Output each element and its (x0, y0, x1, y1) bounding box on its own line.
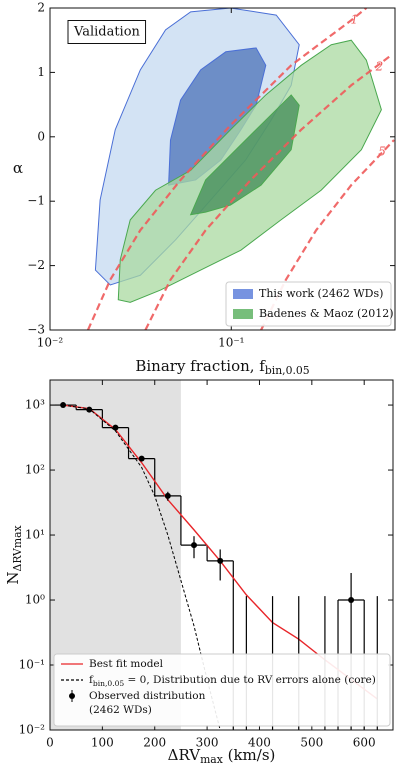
legend-label: Best fit model (89, 658, 164, 670)
legend-label: This work (2462 WDs) (259, 287, 383, 300)
y-tick-label: 10¹ (25, 528, 45, 542)
x-axis-label: Binary fraction, fbin,0.05 (135, 357, 309, 377)
x-tick-label: 200 (143, 736, 166, 750)
y-axis-label: NΔRVmax (4, 525, 24, 584)
x-tick-label: 300 (196, 736, 219, 750)
x-tick-label: 100 (91, 736, 114, 750)
y-tick-label: −3 (27, 323, 45, 337)
observed-point (191, 542, 198, 549)
y-tick-label: 0 (37, 129, 45, 143)
legend-label: Observed distribution (89, 690, 206, 702)
curve-label: 5 (378, 145, 386, 159)
legend: This work (2462 WDs) Badenes & Maoz (2012… (225, 281, 394, 327)
y-tick-label: 1 (37, 65, 45, 79)
y-tick-label: −2 (27, 258, 45, 272)
x-axis-label-part: ΔRV (168, 746, 202, 763)
annotation: Validation (73, 25, 141, 40)
legend-frame (225, 281, 392, 327)
legend-label: Badenes & Maoz (2012) (259, 307, 394, 320)
x-tick-label: 400 (248, 736, 271, 750)
legend-swatch (233, 309, 253, 319)
legend-label-part: f (89, 674, 94, 686)
x-axis-label-part: (km/s) (223, 746, 276, 763)
contour-region (189, 94, 300, 216)
annotation-frame (67, 20, 147, 44)
y-tick-label: 10⁰ (25, 593, 45, 607)
legend-marker (69, 693, 75, 699)
x-axis-label: ΔRVmax (km/s) (168, 746, 276, 763)
observed-point (86, 406, 93, 413)
y-axis-label-part: N (4, 571, 22, 584)
x-tick-label: 0 (46, 736, 54, 750)
x-tick-label: 10⁻² (37, 336, 64, 350)
curve-label: 2 (375, 60, 384, 74)
curve-label: 1 (351, 13, 359, 27)
x-tick-label: 600 (353, 736, 376, 750)
observed-point (348, 597, 355, 604)
y-axis-label-part: ΔRVmax (11, 525, 24, 571)
y-tick-label: 10⁻¹ (19, 658, 45, 672)
model-line (63, 404, 221, 730)
y-tick-label: 2 (37, 1, 45, 15)
y-axis-label: α (13, 159, 23, 177)
y-tick-label: 10² (25, 463, 45, 477)
observed-point (164, 492, 171, 499)
plot-area (86, 8, 395, 330)
x-axis-label-part: bin,0.05 (265, 364, 310, 377)
axes-frame (49, 379, 394, 731)
legend: Best fit model fbin,0.05 = 0, Distributio… (53, 653, 391, 727)
axes-frame (49, 7, 396, 331)
observed-point (112, 424, 119, 431)
legend-label-part: bin,0.05 (93, 679, 125, 688)
legend-frame (53, 653, 391, 727)
observed-point (217, 557, 224, 564)
x-axis-label-part: max (200, 753, 223, 763)
x-tick-label: 10⁻¹ (218, 336, 244, 350)
y-tick-label: −1 (27, 194, 45, 208)
legend-label: fbin,0.05 = 0, Distribution due to RV er… (89, 674, 376, 688)
y-tick-label: 10⁻² (19, 723, 46, 737)
legend-label-part: = 0, Distribution due to RV errors alone… (124, 674, 376, 686)
x-tick-label: 500 (300, 736, 323, 750)
observed-point (138, 455, 145, 462)
observed-point (60, 402, 67, 409)
legend-swatch (233, 289, 253, 299)
legend-label: (2462 WDs) (89, 704, 152, 716)
model-curve (144, 54, 393, 330)
x-axis-label-part: Binary fraction, f (135, 357, 266, 375)
model-curve (86, 8, 368, 330)
y-tick-label: 10³ (25, 398, 45, 412)
annotation-box: Validation (67, 20, 147, 44)
